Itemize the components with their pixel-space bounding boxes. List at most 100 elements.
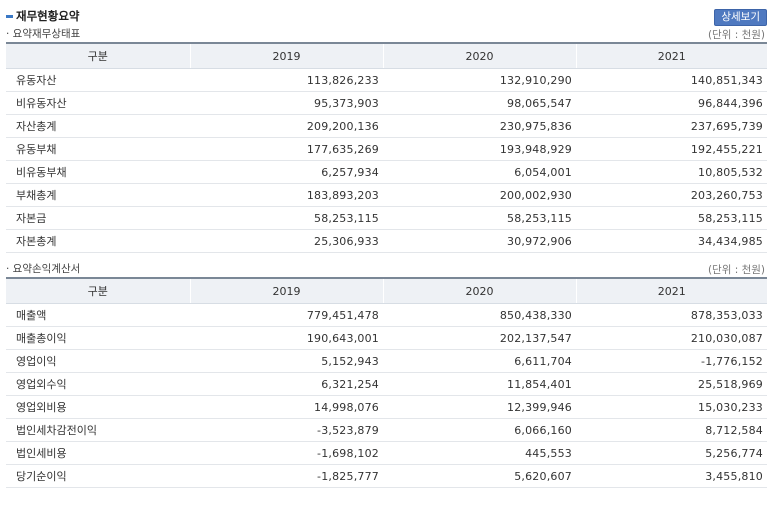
detail-view-button[interactable]: 상세보기 bbox=[714, 9, 767, 26]
table-row: 매출총이익 190,643,001 202,137,547 210,030,087 bbox=[6, 326, 767, 350]
row-label: 자본금 bbox=[6, 206, 190, 230]
value-2021: 25,518,969 bbox=[576, 372, 767, 396]
balance-sheet-header: · 요약재무상태표 (단위 : 천원) bbox=[6, 24, 767, 42]
column-header: 2019 bbox=[189, 42, 383, 69]
value-2019: -3,523,879 bbox=[190, 418, 383, 442]
value-2019: 6,257,934 bbox=[190, 160, 383, 184]
column-header: 2021 bbox=[575, 42, 767, 69]
value-2020: 11,854,401 bbox=[383, 372, 576, 396]
table-header-row: 구분 2019 2020 2021 bbox=[6, 277, 767, 304]
value-2019: 58,253,115 bbox=[190, 206, 383, 230]
row-label: 비유동부채 bbox=[6, 160, 190, 184]
balance-sheet-title: · 요약재무상태표 bbox=[6, 28, 81, 40]
table-row: 비유동자산 95,373,903 98,065,547 96,844,396 bbox=[6, 91, 767, 115]
value-2021: 96,844,396 bbox=[576, 91, 767, 115]
section-title-text: 재무현황요약 bbox=[16, 9, 80, 23]
row-label: 법인세차감전이익 bbox=[6, 418, 190, 442]
value-2019: 183,893,203 bbox=[190, 183, 383, 207]
header-row: 재무현황요약 상세보기 bbox=[6, 0, 767, 26]
table-row: 법인세차감전이익 -3,523,879 6,066,160 8,712,584 bbox=[6, 418, 767, 442]
table-row: 영업외수익 6,321,254 11,854,401 25,518,969 bbox=[6, 372, 767, 396]
row-label: 유동부채 bbox=[6, 137, 190, 161]
table-row: 유동부채 177,635,269 193,948,929 192,455,221 bbox=[6, 137, 767, 161]
value-2021: 878,353,033 bbox=[576, 303, 767, 327]
value-2020: 6,054,001 bbox=[383, 160, 576, 184]
income-statement-header: · 요약손익계산서 (단위 : 천원) bbox=[6, 259, 767, 277]
value-2021: 237,695,739 bbox=[576, 114, 767, 138]
value-2020: 230,975,836 bbox=[383, 114, 576, 138]
balance-sheet-unit: (단위 : 천원) bbox=[707, 29, 765, 41]
value-2020: 132,910,290 bbox=[383, 68, 576, 92]
value-2020: 98,065,547 bbox=[383, 91, 576, 115]
column-header: 구분 bbox=[6, 277, 190, 304]
balance-sheet-table: 구분 2019 2020 2021 유동자산 113,826,233 132,910… bbox=[6, 42, 767, 253]
value-2019: 5,152,943 bbox=[190, 349, 383, 373]
value-2020: 12,399,946 bbox=[383, 395, 576, 419]
value-2020: 200,002,930 bbox=[383, 183, 576, 207]
section-title: 재무현황요약 bbox=[6, 8, 79, 24]
table-row: 법인세비용 -1,698,102 445,553 5,256,774 bbox=[6, 441, 767, 465]
table-row: 유동자산 113,826,233 132,910,290 140,851,343 bbox=[6, 68, 767, 92]
value-2019: 6,321,254 bbox=[190, 372, 383, 396]
row-label: 영업외수익 bbox=[6, 372, 190, 396]
value-2020: 6,611,704 bbox=[383, 349, 576, 373]
table-row: 영업이익 5,152,943 6,611,704 -1,776,152 bbox=[6, 349, 767, 373]
table-row: 매출액 779,451,478 850,438,330 878,353,033 bbox=[6, 303, 767, 327]
value-2021: 8,712,584 bbox=[576, 418, 767, 442]
value-2021: 140,851,343 bbox=[576, 68, 767, 92]
value-2020: 850,438,330 bbox=[383, 303, 576, 327]
value-2021: 192,455,221 bbox=[576, 137, 767, 161]
value-2020: 30,972,906 bbox=[383, 229, 576, 253]
row-label: 자산총계 bbox=[6, 114, 190, 138]
income-statement-unit: (단위 : 천원) bbox=[707, 264, 765, 276]
value-2019: 779,451,478 bbox=[190, 303, 383, 327]
table-row: 당기순이익 -1,825,777 5,620,607 3,455,810 bbox=[6, 464, 767, 488]
row-label: 비유동자산 bbox=[6, 91, 190, 115]
value-2019: 113,826,233 bbox=[190, 68, 383, 92]
row-label: 부채총계 bbox=[6, 183, 190, 207]
value-2021: 203,260,753 bbox=[576, 183, 767, 207]
value-2019: -1,698,102 bbox=[190, 441, 383, 465]
financial-summary: 재무현황요약 상세보기 · 요약재무상태표 (단위 : 천원) 구분 2019 … bbox=[6, 0, 767, 488]
value-2019: 177,635,269 bbox=[190, 137, 383, 161]
column-header: 2020 bbox=[382, 42, 576, 69]
column-header: 2021 bbox=[575, 277, 767, 304]
value-2019: 209,200,136 bbox=[190, 114, 383, 138]
value-2020: 193,948,929 bbox=[383, 137, 576, 161]
row-label: 자본총계 bbox=[6, 229, 190, 253]
table-row: 비유동부채 6,257,934 6,054,001 10,805,532 bbox=[6, 160, 767, 184]
value-2019: -1,825,777 bbox=[190, 464, 383, 488]
value-2020: 5,620,607 bbox=[383, 464, 576, 488]
table-row: 자산총계 209,200,136 230,975,836 237,695,739 bbox=[6, 114, 767, 138]
value-2019: 25,306,933 bbox=[190, 229, 383, 253]
value-2020: 202,137,547 bbox=[383, 326, 576, 350]
value-2021: 34,434,985 bbox=[576, 229, 767, 253]
income-statement-table: 구분 2019 2020 2021 매출액 779,451,478 850,438,… bbox=[6, 277, 767, 488]
value-2021: 58,253,115 bbox=[576, 206, 767, 230]
row-label: 당기순이익 bbox=[6, 464, 190, 488]
value-2019: 14,998,076 bbox=[190, 395, 383, 419]
row-label: 매출총이익 bbox=[6, 326, 190, 350]
table-header-row: 구분 2019 2020 2021 bbox=[6, 42, 767, 69]
value-2021: 15,030,233 bbox=[576, 395, 767, 419]
row-label: 법인세비용 bbox=[6, 441, 190, 465]
value-2021: 10,805,532 bbox=[576, 160, 767, 184]
row-label: 영업이익 bbox=[6, 349, 190, 373]
value-2021: 210,030,087 bbox=[576, 326, 767, 350]
value-2021: 5,256,774 bbox=[576, 441, 767, 465]
column-header: 구분 bbox=[6, 42, 190, 69]
column-header: 2020 bbox=[382, 277, 576, 304]
column-header: 2019 bbox=[189, 277, 383, 304]
table-row: 자본총계 25,306,933 30,972,906 34,434,985 bbox=[6, 229, 767, 253]
value-2020: 6,066,160 bbox=[383, 418, 576, 442]
income-statement-title: · 요약손익계산서 bbox=[6, 263, 81, 275]
value-2019: 190,643,001 bbox=[190, 326, 383, 350]
table-row: 부채총계 183,893,203 200,002,930 203,260,753 bbox=[6, 183, 767, 207]
row-label: 매출액 bbox=[6, 303, 190, 327]
value-2020: 445,553 bbox=[383, 441, 576, 465]
value-2020: 58,253,115 bbox=[383, 206, 576, 230]
title-bullet-icon bbox=[6, 14, 13, 18]
value-2021: 3,455,810 bbox=[576, 464, 767, 488]
table-row: 영업외비용 14,998,076 12,399,946 15,030,233 bbox=[6, 395, 767, 419]
row-label: 유동자산 bbox=[6, 68, 190, 92]
